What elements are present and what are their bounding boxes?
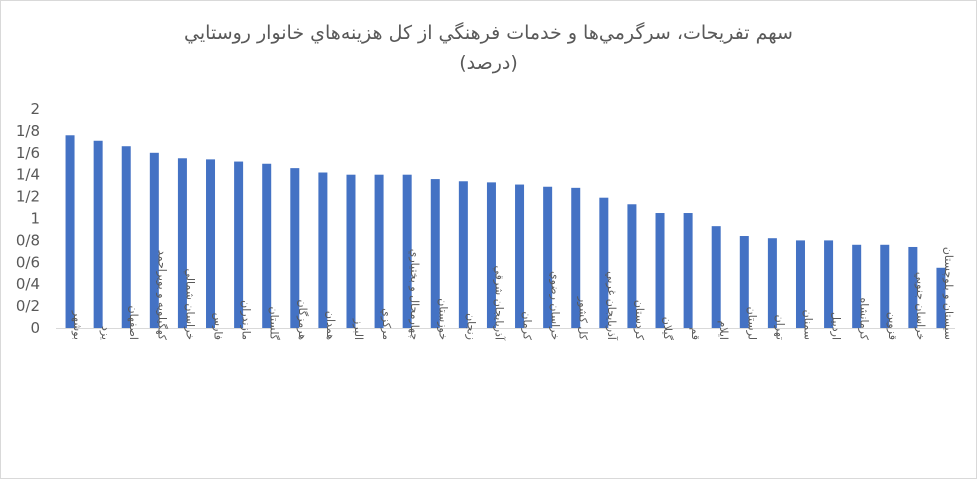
x-category-label: گلستان	[268, 307, 281, 341]
y-tick-label: 1/4	[16, 166, 40, 184]
x-category-label: اردبيل	[830, 312, 843, 340]
bar	[262, 163, 272, 328]
y-tick-label: 0/8	[16, 231, 40, 249]
bar	[93, 140, 103, 328]
bar	[908, 246, 918, 328]
y-tick-label: 0/6	[16, 253, 40, 271]
x-category-label: خوزستان	[436, 298, 449, 340]
y-axis-tick-labels: 0 0/2 0/4 0/6 0/8 1 1/2 1/4 1/6 1/8 2	[16, 100, 40, 337]
y-tick-label: 0/4	[16, 275, 40, 293]
bar	[121, 146, 131, 328]
bar	[346, 174, 356, 328]
x-category-label: فارس	[212, 313, 225, 340]
bar	[571, 187, 581, 328]
bar	[880, 244, 890, 328]
bar	[65, 135, 75, 328]
x-category-label: البرز	[352, 318, 365, 340]
bar	[627, 204, 637, 328]
x-category-label: گيلان	[661, 317, 674, 341]
x-category-label: آذربايجان شرقي	[492, 266, 506, 341]
x-category-label: قزوين	[886, 312, 899, 340]
bar	[543, 186, 553, 328]
x-category-label: اصفهان	[127, 306, 140, 340]
x-category-label: سيستان و بلوچستان	[942, 247, 955, 340]
bar	[599, 197, 609, 328]
chart-title: سهم تفريحات، سرگرمي‌ها و خدمات فرهنگي از…	[0, 18, 977, 78]
bar	[402, 174, 412, 328]
bar	[852, 244, 862, 328]
x-category-label: تهران	[773, 315, 786, 340]
bar	[515, 184, 525, 328]
bar	[374, 174, 384, 328]
x-category-label: لرستان	[745, 307, 758, 340]
bar	[486, 182, 496, 328]
x-category-label: خراسان شمالي	[183, 268, 196, 340]
y-tick-label: 0/2	[16, 297, 40, 315]
bars-group	[65, 135, 946, 328]
y-tick-label: 2	[30, 100, 40, 118]
bar	[430, 179, 440, 328]
bar	[206, 159, 216, 328]
x-category-label: چهارمحال و بختياري	[408, 249, 421, 340]
chart-title-line-2: (درصد)	[459, 52, 518, 74]
bar	[683, 213, 693, 328]
bar	[795, 240, 805, 328]
x-category-label: يزد	[99, 326, 112, 340]
x-category-label: قم	[689, 327, 702, 340]
x-category-label: کرمان	[521, 311, 534, 340]
y-tick-label: 1	[30, 210, 40, 228]
y-tick-label: 1/2	[16, 188, 40, 206]
x-category-label: کرمانشاه	[858, 297, 871, 340]
bar	[824, 240, 834, 328]
bar	[767, 238, 777, 328]
y-tick-label: 0	[30, 319, 40, 337]
x-category-label: کهگيلويه و بويراحمد	[155, 250, 168, 341]
x-category-label: خراسان جنوبي	[914, 272, 927, 340]
bar	[177, 158, 187, 328]
bar	[234, 161, 244, 328]
bar	[458, 181, 468, 328]
chart-title-line-1: سهم تفريحات، سرگرمي‌ها و خدمات فرهنگي از…	[184, 22, 793, 44]
bar	[739, 236, 749, 328]
x-category-label: هرمزگان	[296, 300, 309, 341]
x-category-label: خراسان رضوي	[549, 271, 562, 340]
x-category-label: سمنان	[801, 310, 814, 340]
y-tick-label: 1/6	[16, 144, 40, 162]
bar	[318, 172, 328, 328]
bar	[711, 226, 721, 328]
x-category-label: آذربايجان غربي	[605, 271, 619, 341]
bar	[149, 152, 159, 328]
x-axis-category-labels: بوشهر يزد اصفهان کهگيلويه و بويراحمد خراسان …	[71, 247, 955, 341]
y-tick-label: 1/8	[16, 122, 40, 140]
x-category-label: کردستان	[633, 300, 646, 341]
bar	[290, 168, 300, 328]
x-category-label: مازندران	[240, 300, 253, 340]
x-category-label: همدان	[324, 311, 337, 340]
x-category-label: مرکزي	[380, 308, 393, 340]
x-category-label: زنجان	[464, 313, 477, 340]
x-category-label: بوشهر	[71, 310, 84, 340]
bar	[936, 267, 946, 328]
bar	[655, 213, 665, 328]
x-category-label: ايلام	[717, 321, 730, 341]
x-category-label: کل کشور	[577, 296, 590, 341]
